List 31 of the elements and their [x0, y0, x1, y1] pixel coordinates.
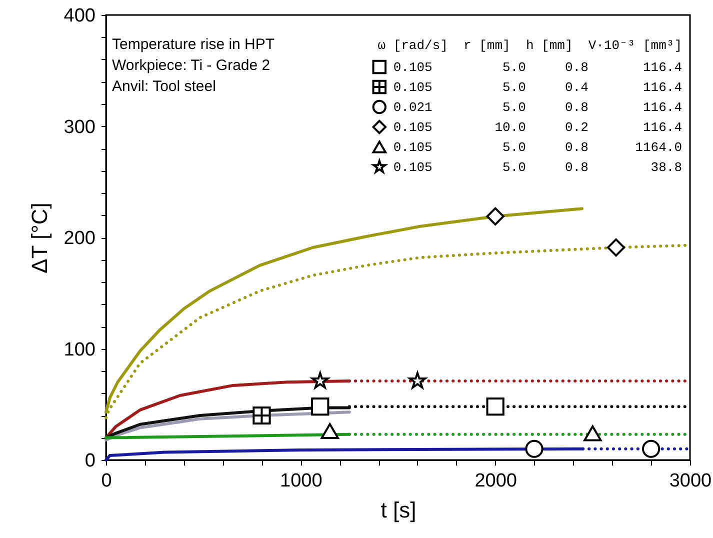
point	[311, 398, 330, 416]
point	[486, 398, 504, 416]
legend-label: 0.105 10.0 0.2 116.4	[393, 120, 682, 135]
legend-label: 0.021 5.0 0.8 116.4	[393, 100, 682, 115]
x-tick-label: 0	[101, 470, 112, 492]
legend-title: ω [rad/s] r [mm] h [mm] V·10⁻³ [mm³]	[378, 38, 682, 53]
annotation: Anvil: Tool steel	[112, 78, 216, 95]
legend-label: 0.105 5.0 0.8 116.4	[393, 60, 682, 75]
point	[525, 440, 544, 458]
point	[252, 406, 271, 425]
y-tick-label: 200	[64, 228, 96, 249]
y-tick-label: 300	[64, 116, 96, 138]
point	[642, 440, 660, 458]
y-tick-label: 0	[84, 450, 96, 472]
point	[408, 372, 426, 389]
legend-label: 0.105 5.0 0.4 116.4	[393, 80, 682, 95]
y-tick-label: 400	[64, 6, 96, 26]
point	[311, 372, 329, 389]
x-tick-label: 1000	[280, 470, 322, 492]
point	[320, 423, 339, 440]
x-tick-label: 3000	[669, 470, 712, 492]
point	[486, 207, 504, 226]
y-tick-label: 100	[64, 339, 96, 360]
annotation: Workpiece: Ti - Grade 2	[112, 57, 270, 74]
point	[584, 425, 602, 442]
annotation: Temperature rise in HPT	[112, 36, 275, 53]
x-tick-label: 2000	[474, 470, 517, 492]
x-axis-title: t [s]	[380, 498, 416, 522]
legend-label: 0.105 5.0 0.8 38.8	[393, 160, 682, 175]
y-axis-title: ΔT [°C]	[26, 202, 52, 274]
legend-label: 0.105 5.0 0.8 1164.0	[393, 140, 682, 155]
